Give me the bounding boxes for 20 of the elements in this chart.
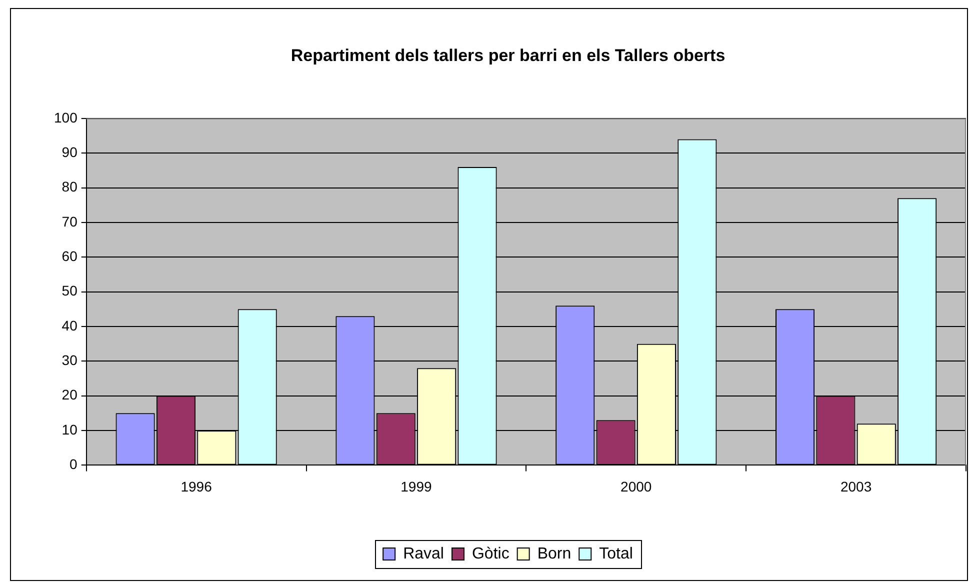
chart-title: Repartiment dels tallers per barri en els Tallers oberts: [290, 46, 726, 65]
legend-label: Gòtic: [472, 545, 510, 562]
y-tick-label: 10: [62, 421, 78, 438]
x-tick-label: 2003: [840, 478, 872, 494]
legend-label: Total: [599, 545, 633, 562]
y-tick-label: 80: [62, 178, 78, 195]
y-tick-label: 30: [62, 352, 78, 368]
x-tick-label: 2000: [620, 478, 652, 494]
y-tick-label: 90: [62, 144, 78, 160]
y-tick-label: 40: [62, 317, 78, 334]
legend-label: Raval: [403, 545, 444, 562]
y-tick-label: 70: [62, 213, 78, 230]
y-tick-label: 20: [62, 386, 78, 403]
y-tick-label: 0: [70, 456, 78, 472]
y-tick-label: 100: [54, 109, 78, 126]
x-tick-label: 1996: [180, 478, 212, 494]
legend-label: Born: [537, 545, 572, 562]
y-tick-label: 60: [62, 248, 78, 264]
x-tick-label: 1999: [400, 478, 432, 494]
y-tick-label: 50: [62, 282, 78, 299]
